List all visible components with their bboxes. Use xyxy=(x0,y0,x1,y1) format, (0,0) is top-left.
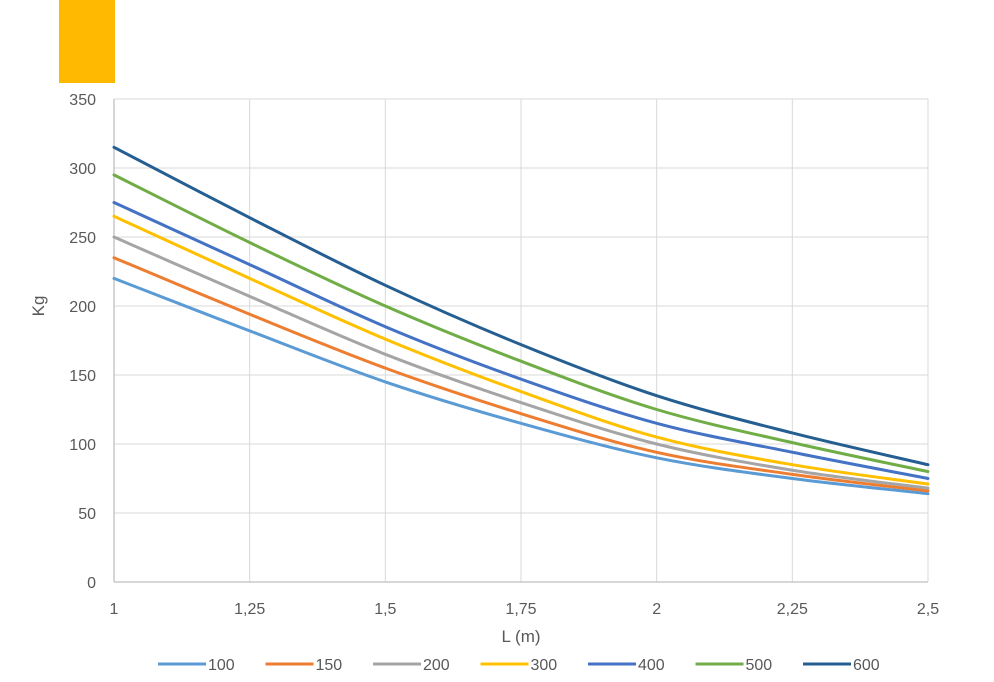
y-tick-label: 0 xyxy=(87,575,96,592)
y-axis-title: Kg xyxy=(29,296,48,317)
legend-label-200: 200 xyxy=(423,657,450,674)
y-tick-label: 300 xyxy=(69,161,96,178)
legend-label-600: 600 xyxy=(853,657,880,674)
series-line-400 xyxy=(112,201,930,480)
y-tick-label: 150 xyxy=(69,368,96,385)
x-tick-label: 1,25 xyxy=(234,601,265,618)
legend-label-100: 100 xyxy=(208,657,235,674)
chart-gridlines xyxy=(114,98,929,582)
x-axis-title: L (m) xyxy=(501,627,540,646)
legend-label-300: 300 xyxy=(531,657,558,674)
x-tick-label: 1,75 xyxy=(505,601,536,618)
series-line-500 xyxy=(112,173,930,474)
chart-tick-labels: 0 50 100 150 200 250 300 350 1 1,25 1,5 1,75 2 2,25 2,… xyxy=(69,92,939,618)
x-tick-label: 1 xyxy=(110,601,119,618)
series-line-100 xyxy=(112,276,930,496)
legend-label-150: 150 xyxy=(316,657,343,674)
chart-series-lines xyxy=(112,145,930,496)
accent-block xyxy=(59,0,115,83)
y-tick-label: 350 xyxy=(69,92,96,109)
x-tick-label: 2,25 xyxy=(777,601,808,618)
x-tick-label: 1,5 xyxy=(374,601,396,618)
legend-label-500: 500 xyxy=(746,657,773,674)
series-line-150 xyxy=(112,256,930,493)
chart-axes xyxy=(113,99,928,583)
y-tick-label: 50 xyxy=(78,506,96,523)
y-tick-label: 250 xyxy=(69,230,96,247)
y-tick-label: 100 xyxy=(69,437,96,454)
legend-label-400: 400 xyxy=(638,657,665,674)
series-line-300 xyxy=(112,214,930,486)
chart-legend: 100 150 200 300 400 500 600 xyxy=(158,657,880,674)
x-tick-label: 2,5 xyxy=(917,601,939,618)
series-line-600 xyxy=(112,145,930,467)
x-tick-label: 2 xyxy=(652,601,661,618)
series-line-200 xyxy=(112,235,930,490)
y-tick-label: 200 xyxy=(69,299,96,316)
